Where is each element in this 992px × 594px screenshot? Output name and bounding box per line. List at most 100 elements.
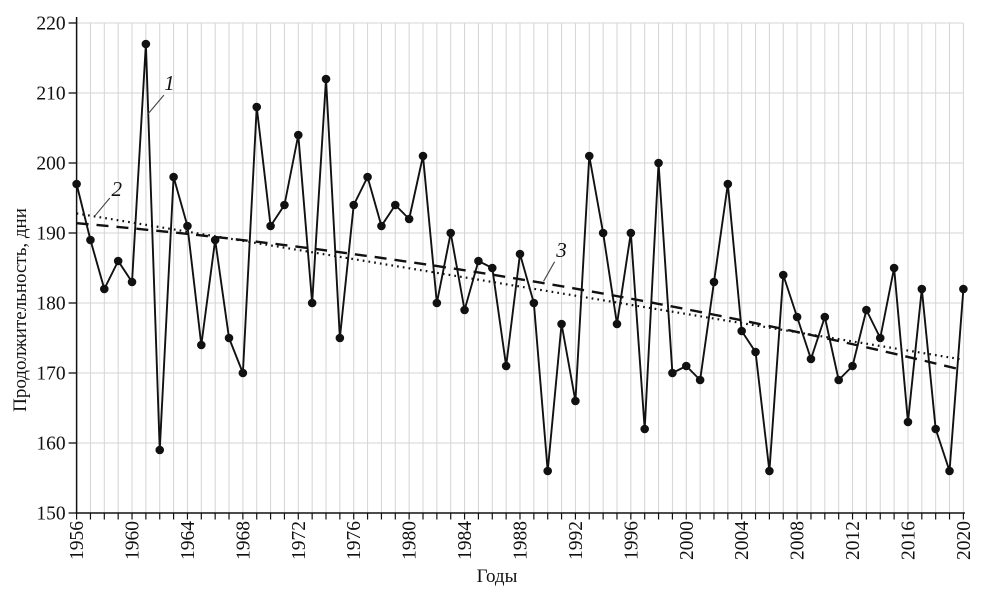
data-point-marker: [737, 326, 746, 336]
data-point-marker: [460, 305, 469, 315]
data-point-marker: [584, 151, 594, 161]
y-tick-label: 210: [36, 84, 65, 105]
data-point-marker: [806, 354, 816, 364]
data-point-marker: [668, 368, 677, 378]
y-axis-title: Продолжительность, дни: [10, 208, 31, 412]
data-point-marker: [446, 228, 456, 238]
data-point-marker: [487, 263, 497, 273]
data-point-marker: [765, 466, 774, 476]
data-point-marker: [848, 361, 857, 371]
data-point-marker: [571, 396, 580, 406]
data-point-marker: [959, 284, 968, 294]
y-tick-label: 150: [36, 504, 65, 525]
x-tick-label: 1988: [510, 521, 531, 560]
y-tick-label: 170: [36, 364, 65, 385]
data-point-marker: [751, 347, 760, 357]
annotation-leader-line: [94, 197, 111, 217]
data-point-marker: [280, 200, 289, 210]
y-tick-label: 220: [36, 14, 65, 35]
x-tick-label: 1996: [621, 521, 642, 560]
y-tick-label: 200: [36, 154, 65, 175]
data-point-marker: [598, 228, 608, 238]
data-point-marker: [529, 298, 539, 308]
data-point-marker: [557, 319, 566, 329]
annotation-label-1: 1: [164, 71, 175, 95]
data-point-marker: [252, 102, 262, 112]
x-tick-label: 2016: [898, 521, 919, 560]
annotation-leader-line: [147, 94, 165, 115]
data-point-marker: [210, 235, 220, 245]
data-point-marker: [321, 74, 331, 84]
x-tick-label: 1960: [123, 521, 144, 560]
data-point-marker: [238, 368, 248, 378]
annotation-leader-line: [543, 261, 556, 282]
data-point-marker: [432, 298, 442, 308]
data-point-marker: [709, 277, 719, 287]
data-point-marker: [875, 333, 885, 343]
data-point-marker: [862, 305, 871, 315]
data-point-marker: [723, 179, 733, 189]
annotation-label-2: 2: [112, 177, 123, 201]
data-point-marker: [100, 284, 109, 294]
x-tick-label: 2008: [788, 521, 809, 560]
data-point-marker: [778, 270, 788, 280]
trend-line-3-dashed: [76, 222, 964, 372]
data-point-marker: [695, 375, 705, 385]
data-point-marker: [335, 333, 345, 343]
x-tick-label: 2020: [954, 521, 975, 560]
x-axis-title: Годы: [476, 566, 518, 587]
y-tick-label: 160: [36, 434, 65, 455]
data-point-marker: [224, 333, 234, 343]
data-point-marker: [418, 151, 428, 161]
y-tick-label: 190: [36, 224, 65, 245]
x-tick-label: 1956: [67, 521, 88, 560]
data-point-marker: [681, 361, 691, 371]
y-tick-label: 180: [36, 294, 65, 315]
x-tick-label: 1980: [400, 521, 421, 560]
x-tick-label: 1964: [178, 521, 199, 560]
trend-line-2-dotted: [76, 212, 964, 361]
data-point-marker: [197, 340, 206, 350]
data-point-marker: [293, 130, 303, 140]
data-point-marker: [931, 424, 940, 434]
data-point-marker: [903, 417, 913, 427]
data-point-marker: [363, 172, 372, 182]
x-tick-label: 2000: [677, 521, 698, 560]
data-point-marker: [72, 179, 81, 189]
data-point-marker: [169, 172, 178, 182]
data-point-marker: [612, 319, 622, 329]
x-tick-label: 2012: [843, 521, 864, 560]
data-point-marker: [820, 312, 830, 322]
annotation-label-3: 3: [555, 238, 567, 262]
data-point-marker: [113, 256, 123, 266]
x-tick-label: 1992: [566, 521, 587, 560]
data-point-marker: [501, 361, 511, 371]
data-point-marker: [543, 466, 553, 476]
data-point-marker: [183, 221, 192, 231]
data-point-marker: [515, 249, 525, 259]
x-tick-label: 1984: [455, 521, 476, 560]
data-point-marker: [377, 221, 386, 231]
x-tick-label: 1972: [289, 521, 310, 560]
data-point-marker: [155, 445, 165, 455]
data-point-marker: [474, 256, 483, 266]
data-point-marker: [834, 375, 843, 385]
x-tick-label: 2004: [732, 521, 753, 560]
data-point-marker: [654, 158, 663, 168]
data-point-marker: [640, 424, 649, 434]
data-point-marker: [307, 298, 317, 308]
data-point-marker: [390, 200, 400, 210]
data-point-marker: [86, 235, 95, 245]
data-point-marker: [349, 200, 359, 210]
data-point-marker: [917, 284, 927, 294]
data-point-marker: [127, 277, 137, 287]
data-point-marker: [945, 466, 954, 476]
data-point-marker: [626, 228, 636, 238]
x-tick-label: 1968: [233, 521, 254, 560]
data-point-marker: [792, 312, 802, 322]
data-point-marker: [404, 214, 414, 224]
data-point-marker: [889, 263, 899, 273]
x-tick-label: 1976: [344, 521, 365, 560]
